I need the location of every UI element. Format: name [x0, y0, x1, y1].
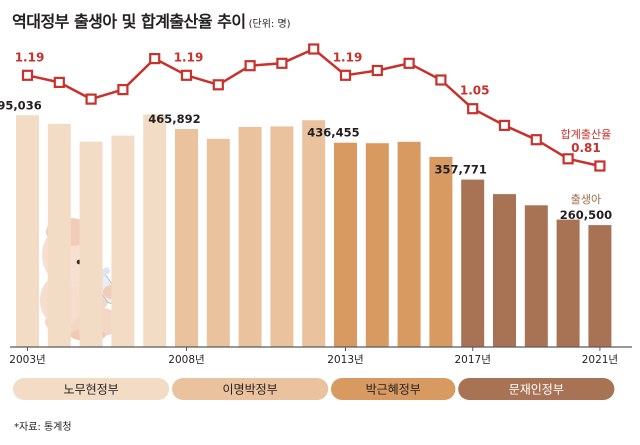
line-point-2016	[435, 74, 447, 86]
bar-2013	[334, 142, 357, 347]
bar-2017	[461, 179, 485, 347]
x-tick-label: 2021년	[582, 354, 618, 366]
chart-title: 역대정부 출생아 및 합계출산율 추이 (단위: 명)	[12, 8, 291, 32]
bar-2007	[143, 114, 167, 347]
bar-2014	[365, 143, 389, 347]
line-point-2020	[562, 153, 574, 165]
bar-2004	[47, 123, 71, 347]
line-point-2015	[403, 57, 415, 69]
x-tick-label: 2003년	[9, 354, 45, 366]
line-point-2006	[117, 83, 129, 96]
line-point-2019	[530, 134, 542, 146]
government-band-3	[331, 378, 456, 400]
line-point-2003	[21, 69, 34, 81]
government-label: 문재인정부	[509, 383, 564, 397]
line-value-label: 0.81	[571, 141, 601, 155]
bar-2021	[588, 225, 612, 347]
bar-2016	[429, 156, 453, 347]
line-value-label: 1.19	[15, 50, 45, 64]
bar-2006	[111, 135, 135, 347]
line-point-2012	[308, 43, 320, 55]
bar-2010	[238, 126, 262, 348]
line-point-2018	[498, 119, 511, 132]
bar-2018	[493, 194, 516, 347]
line-point-2004	[53, 76, 65, 89]
bar-2012	[302, 120, 326, 347]
x-tick-label: 2013년	[327, 354, 363, 366]
bar-value-label: 357,771	[435, 163, 487, 177]
bar-2019	[524, 205, 548, 347]
line-point-2007	[149, 52, 161, 65]
line-point-2009	[212, 79, 224, 91]
line-value-label: 1.19	[174, 50, 204, 64]
line-point-2014	[371, 64, 383, 77]
line-value-label: 1.05	[460, 84, 490, 98]
government-label: 노무현정부	[63, 383, 118, 397]
bar-value-label: 495,036	[0, 98, 42, 112]
government-band-2	[172, 378, 329, 400]
government-label: 이명박정부	[222, 383, 277, 397]
line-point-2011	[276, 57, 288, 69]
bar-2015	[397, 141, 421, 347]
line-point-2005	[85, 93, 97, 105]
source-note: *자료: 통계청	[14, 422, 72, 433]
bar-2008	[175, 129, 198, 347]
bar-2020	[556, 219, 580, 347]
bar-value-label: 260,500	[560, 208, 612, 222]
unit-label: (단위: 명)	[248, 19, 291, 30]
bar-2009	[206, 138, 230, 347]
line-point-2017	[467, 103, 479, 115]
chart-title-text: 역대정부 출생아 및 합계출산율 추이	[12, 12, 246, 31]
line-series-label: 합계출산율	[561, 128, 612, 141]
government-label: 박근혜정부	[366, 383, 421, 397]
bar-series-label: 출생아	[571, 193, 601, 206]
government-band-1	[13, 378, 170, 400]
bar-2005	[79, 141, 103, 347]
line-point-2008	[180, 69, 193, 81]
government-band-4	[458, 378, 615, 400]
x-tick-label: 2008년	[168, 354, 204, 366]
line-point-2010	[244, 60, 256, 72]
line-point-2021	[594, 160, 606, 172]
line-value-label: 1.19	[333, 50, 363, 64]
bar-2003	[16, 115, 39, 347]
bar-2011	[270, 126, 294, 348]
bar-value-label: 465,892	[148, 112, 200, 126]
x-tick-label: 2017년	[455, 354, 491, 366]
bar-value-label: 436,455	[307, 126, 359, 140]
line-point-2013	[339, 69, 352, 81]
